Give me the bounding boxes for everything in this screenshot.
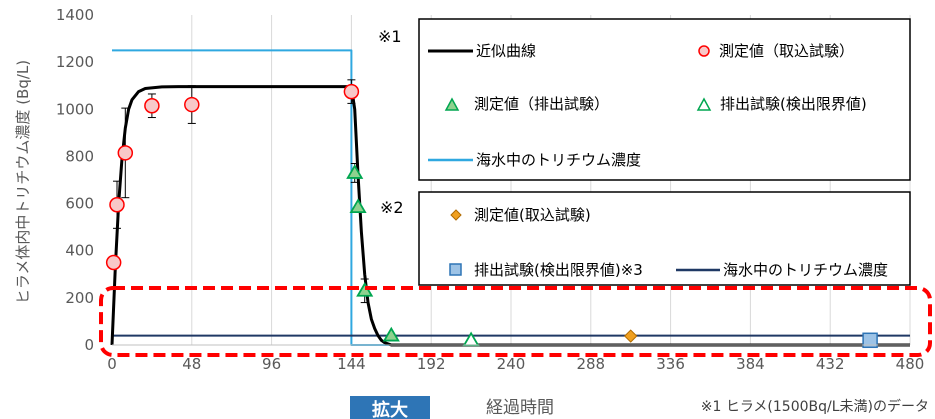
footnote: ※1 ヒラメ(1500Bq/L未満)のデータ bbox=[701, 398, 929, 415]
x-tick-label: 480 bbox=[896, 355, 925, 373]
legend-swatch-excretion-limit bbox=[696, 97, 712, 111]
x-tick-label: 96 bbox=[262, 355, 281, 373]
y-tick-label: 200 bbox=[65, 289, 94, 307]
x-tick-label: 144 bbox=[337, 355, 366, 373]
x-tick-label: 432 bbox=[816, 355, 845, 373]
x-tick-label: 0 bbox=[107, 355, 117, 373]
y-tick-label: 800 bbox=[65, 147, 94, 165]
x-tick-label: 336 bbox=[656, 355, 685, 373]
legend-swatch-uptake-diamond bbox=[450, 209, 462, 221]
excretion-point bbox=[382, 326, 400, 342]
y-tick-label: 1000 bbox=[56, 100, 94, 118]
legend-label-uptake-diamond: 測定値(取込試験) bbox=[474, 206, 591, 224]
zoom-callout[interactable]: 拡大 bbox=[350, 396, 430, 419]
excretion-limit-point-2 bbox=[862, 332, 878, 349]
legend-label-fit-curve: 近似曲線 bbox=[476, 42, 536, 60]
uptake-point bbox=[117, 145, 134, 161]
legend-swatch-uptake-circle bbox=[698, 45, 710, 57]
uptake-point-2 bbox=[623, 329, 638, 343]
uptake-point bbox=[105, 254, 122, 271]
legend-2-label: ※2 bbox=[380, 198, 404, 217]
excretion-point bbox=[349, 198, 367, 214]
legend-label-uptake-circle: 測定値（取込試験） bbox=[719, 42, 854, 60]
x-tick-label: 48 bbox=[182, 355, 201, 373]
x-axis-label: 経過時間 bbox=[486, 398, 554, 418]
x-tick-label: 240 bbox=[497, 355, 526, 373]
zoom-callout-label: 拡大 bbox=[372, 399, 408, 419]
series-layer bbox=[105, 49, 910, 349]
y-tick-label: 0 bbox=[84, 336, 94, 354]
legend-label-excretion-square: 排出試験(検出限界値)※3 bbox=[474, 261, 643, 279]
y-tick-label: 1200 bbox=[56, 53, 94, 71]
legend-box-2: ※2 測定値(取込試験) 排出試験(検出限界値)※3 海水中のトリチウム濃度 bbox=[380, 191, 911, 286]
y-tick-label: 1400 bbox=[56, 6, 94, 24]
x-tick-label: 288 bbox=[576, 355, 605, 373]
legend-label-seawater-1: 海水中のトリチウム濃度 bbox=[476, 151, 641, 169]
x-tick-label: 384 bbox=[736, 355, 765, 373]
zoom-region-highlight bbox=[99, 286, 932, 357]
uptake-point bbox=[184, 96, 200, 113]
legend-label-excretion-triangle: 測定値（排出試験） bbox=[474, 95, 609, 113]
tick-labels: 0 48 96 144 192 240 288 336 384 432 480 0 200 400 600 8… bbox=[56, 6, 925, 373]
x-tick-label: 192 bbox=[417, 355, 446, 373]
y-axis-label: ヒラメ体内中トリチウム濃度 (Bq/L) bbox=[14, 60, 32, 304]
y-tick-label: 600 bbox=[65, 195, 94, 213]
uptake-point bbox=[144, 98, 160, 114]
legend-box-1: ※1 近似曲線 測定値（取込試験） 測定値（排出試験） 排出試験(検出限界値) … bbox=[378, 18, 911, 181]
legend-label-seawater-2: 海水中のトリチウム濃度 bbox=[723, 261, 888, 279]
fitted-curve bbox=[110, 85, 910, 347]
legend-swatch-excretion-triangle bbox=[444, 97, 460, 111]
legend-label-excretion-limit: 排出試験(検出限界値) bbox=[720, 95, 867, 113]
uptake-point bbox=[109, 197, 125, 213]
excretion-point bbox=[346, 164, 364, 179]
legend-1-label: ※1 bbox=[378, 27, 402, 46]
legend-swatch-excretion-square bbox=[449, 263, 462, 276]
uptake-point bbox=[343, 83, 360, 100]
y-tick-label: 400 bbox=[65, 242, 94, 260]
